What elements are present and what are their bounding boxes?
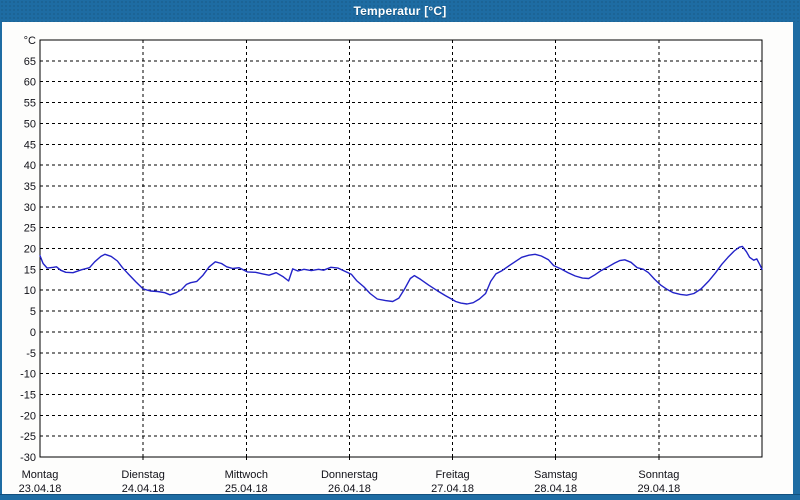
y-tick-label: 65: [24, 56, 36, 68]
y-tick-label: 35: [24, 181, 36, 193]
y-tick-label: 10: [24, 285, 36, 297]
x-day-date-label: 23.04.18: [19, 483, 62, 494]
y-tick-label: -20: [20, 410, 36, 422]
y-tick-label: 20: [24, 244, 36, 256]
y-tick-label: 50: [24, 118, 36, 130]
x-day-name-label: Montag: [22, 469, 59, 481]
temperature-line: [39, 245, 763, 305]
x-day-name-label: Donnerstag: [321, 469, 378, 481]
plot-border: [39, 39, 763, 458]
y-tick-label: 15: [24, 264, 36, 276]
y-tick-label: -30: [20, 452, 36, 464]
y-tick-label: 60: [24, 77, 36, 89]
y-tick-label: -15: [20, 389, 36, 401]
y-axis-unit-label: °C: [24, 35, 36, 47]
y-tick-label: 55: [24, 98, 36, 110]
y-tick-label: -25: [20, 431, 36, 443]
x-day-date-label: 24.04.18: [122, 483, 165, 494]
y-tick-label: 5: [30, 306, 36, 318]
y-tick-label: 40: [24, 160, 36, 172]
window-title: Temperatur [°C]: [353, 4, 447, 18]
window-bottom-bar: [0, 494, 800, 500]
x-day-date-label: 29.04.18: [637, 483, 680, 494]
y-tick-label: 30: [24, 202, 36, 214]
y-tick-label: 25: [24, 223, 36, 235]
y-tick-label: -5: [26, 348, 36, 360]
x-day-date-label: 27.04.18: [431, 483, 474, 494]
chart-area: °C 65 60 55 50 45 40 35 30 25 20 15 10 5 0 -5 -10 -15 -20-…: [0, 22, 800, 494]
y-tick-label: 0: [30, 327, 36, 339]
x-day-name-label: Mittwoch: [225, 469, 268, 481]
y-tick-label: -10: [20, 369, 36, 381]
x-day-name-label: Sonntag: [638, 469, 679, 481]
x-day-name-label: Samstag: [534, 469, 577, 481]
x-day-name-label: Freitag: [435, 469, 469, 481]
y-tick-label: 45: [24, 139, 36, 151]
x-day-date-label: 25.04.18: [225, 483, 268, 494]
window-titlebar[interactable]: Temperatur [°C]: [0, 0, 800, 22]
x-day-date-label: 28.04.18: [534, 483, 577, 494]
x-day-date-label: 26.04.18: [328, 483, 371, 494]
x-day-name-label: Dienstag: [121, 469, 164, 481]
temperature-chart: °C65605550454035302520151050-5-10-15-20-…: [19, 35, 763, 494]
